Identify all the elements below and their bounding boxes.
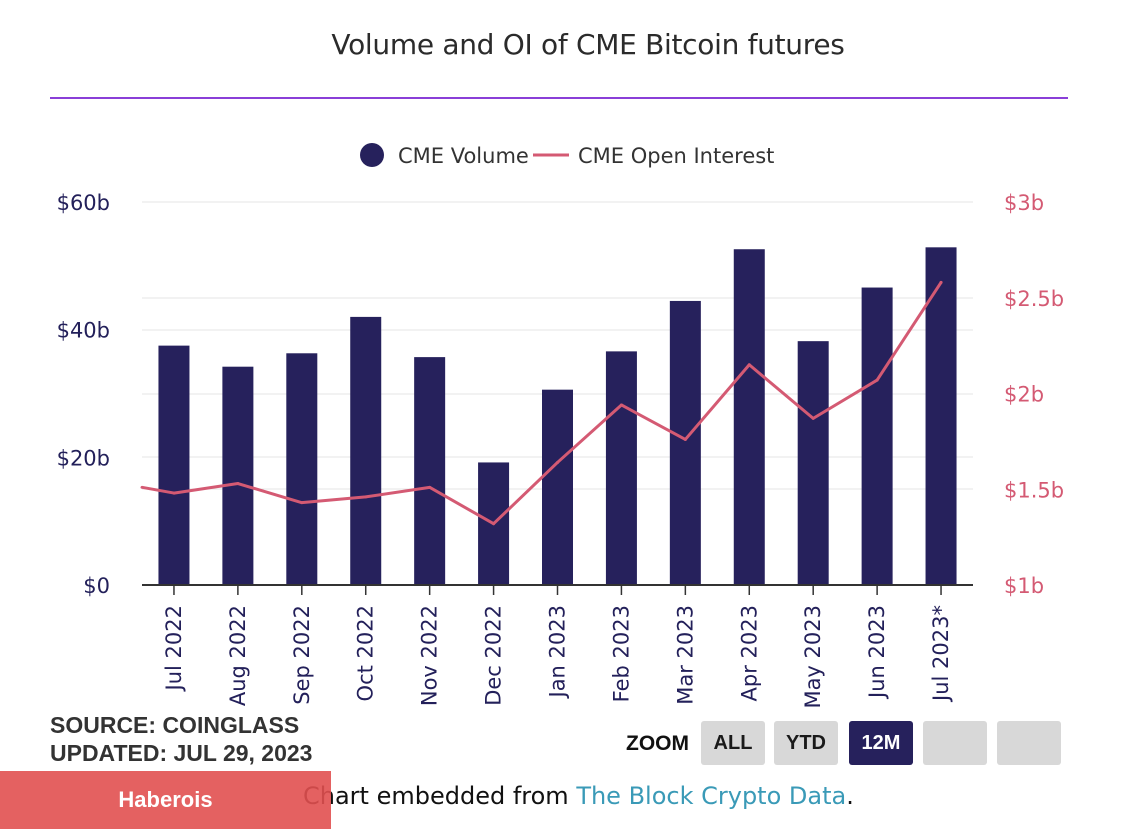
chart-legend[interactable]: CME Volume CME Open Interest [360, 143, 774, 168]
x-tick-label: Jun 2023 [865, 605, 889, 700]
x-tick-label: Apr 2023 [737, 605, 761, 701]
open-interest-point [364, 495, 368, 499]
volume-bar [733, 249, 765, 585]
volume-bars [158, 247, 957, 586]
volume-bar [158, 345, 190, 585]
embed-link[interactable]: The Block Crypto Data [576, 782, 847, 810]
embed-suffix: . [846, 782, 854, 810]
volume-bar [414, 357, 446, 585]
x-tick-label: Oct 2022 [354, 605, 378, 701]
x-tick-label: Sep 2022 [290, 605, 314, 705]
y-right-tick-label: $1.5b [1004, 478, 1064, 502]
legend-oi-label: CME Open Interest [578, 144, 774, 168]
y-left-tick-label: $0 [83, 574, 110, 598]
open-interest-point [811, 416, 815, 420]
x-tick-label: Jul 2022 [162, 605, 186, 692]
y-left-tick-label: $40b [57, 319, 110, 343]
zoom-ytd-button[interactable]: YTD [774, 721, 838, 765]
x-tick-label: Dec 2022 [482, 605, 506, 706]
open-interest-point [492, 522, 496, 526]
x-tick-label: Jul 2023* [929, 605, 953, 703]
x-tick-label: Mar 2023 [673, 605, 697, 705]
zoom-blank-button-2[interactable] [997, 721, 1061, 765]
volume-bar [542, 389, 573, 585]
volume-bar [925, 247, 957, 586]
y-right-tick-label: $1b [1004, 574, 1044, 598]
open-interest-point [556, 460, 559, 464]
volume-bar [222, 366, 254, 585]
x-tick-label: Nov 2022 [418, 605, 442, 706]
y-right-tick-label: $2.5b [1004, 287, 1064, 311]
open-interest-path [140, 280, 943, 526]
x-tick-label: Jan 2023 [546, 605, 570, 700]
x-tick-label: Aug 2022 [226, 605, 250, 706]
open-interest-point [619, 403, 623, 407]
zoom-blank-button-1[interactable] [923, 721, 987, 765]
open-interest-point [875, 378, 879, 382]
legend-volume-label: CME Volume [398, 144, 529, 168]
y-right-tick-label: $2b [1004, 383, 1044, 407]
x-tick-label: May 2023 [801, 605, 825, 709]
title-divider [50, 97, 1068, 99]
open-interest-point [172, 491, 176, 495]
y-left-tick-label: $60b [57, 191, 110, 215]
source-label: SOURCE: COINGLASS [50, 712, 300, 738]
open-interest-point [428, 485, 432, 489]
brand-badge: Haberois [0, 771, 331, 829]
volume-bar [286, 353, 318, 585]
open-interest-point [683, 437, 687, 441]
updated-label: UPDATED: JUL 29, 2023 [50, 740, 313, 766]
x-tick-label: Feb 2023 [609, 605, 633, 702]
y-right-tick-label: $3b [1004, 191, 1044, 215]
volume-bar [861, 287, 893, 585]
zoom-12m-button[interactable]: 12M [849, 721, 913, 765]
volume-bar [605, 351, 637, 585]
volume-bar [350, 316, 382, 585]
volume-bar [669, 300, 701, 585]
embed-credit: Chart embedded from The Block Crypto Dat… [303, 782, 854, 810]
open-interest-point [236, 482, 240, 486]
open-interest-line [140, 280, 943, 526]
open-interest-point [300, 501, 304, 505]
open-interest-point [747, 363, 751, 367]
zoom-label: ZOOM [626, 732, 689, 755]
volume-bar [797, 341, 829, 585]
open-interest-point [939, 280, 943, 284]
y-left-tick-label: $20b [57, 446, 110, 470]
zoom-all-button[interactable]: ALL [701, 721, 765, 765]
axes: $0 $20b $40b $60b $1b $1.5b $2b $2.5b $3b Jul 202… [57, 191, 1065, 709]
embed-prefix: Chart embedded from [303, 782, 577, 810]
legend-volume-marker [360, 143, 384, 167]
chart-title: Volume and OI of CME Bitcoin futures [331, 28, 845, 61]
